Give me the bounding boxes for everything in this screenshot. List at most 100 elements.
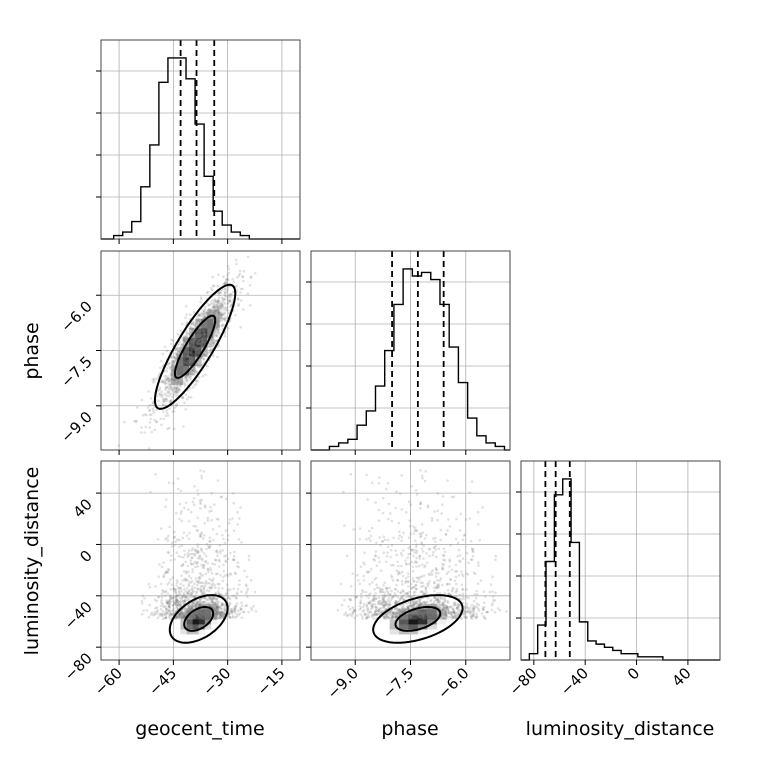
panel-geocent-time-luminosity-distance-point	[198, 554, 202, 558]
panel-geocent-time-luminosity-distance-point	[189, 581, 192, 584]
panel-geocent-time-phase-point	[160, 423, 163, 427]
panel-geocent-time-phase-point	[194, 335, 197, 339]
panel-geocent-time-luminosity-distance-point	[174, 595, 177, 598]
panel-phase-luminosity-distance-point	[415, 565, 418, 568]
panel-geocent-time-luminosity-distance-point	[192, 604, 196, 608]
panel-phase-luminosity-distance-point	[443, 597, 447, 600]
panel-phase-luminosity-distance-point	[371, 599, 374, 602]
panel-geocent-time-luminosity-distance-point	[215, 605, 218, 608]
panel-phase-luminosity-distance-point	[448, 615, 452, 619]
panel-phase-luminosity-distance-point	[381, 601, 384, 604]
panel-geocent-time-phase-point	[181, 356, 184, 359]
panel-phase-luminosity-distance-point	[456, 613, 460, 617]
panel-geocent-time-luminosity-distance-point	[186, 552, 190, 555]
panel-phase-luminosity-distance-point	[382, 616, 386, 620]
panel-geocent-time-luminosity-distance-point	[217, 611, 221, 615]
panel-geocent-time-phase-point	[188, 387, 192, 390]
panel-phase-luminosity-distance-point	[465, 551, 469, 555]
panel-geocent-time-phase-point	[217, 299, 220, 303]
panel-geocent-time-phase-point	[173, 356, 177, 360]
panel-geocent-time-luminosity-distance-point	[228, 615, 231, 619]
panel-phase-luminosity-distance-point	[441, 613, 445, 616]
panel-phase-luminosity-distance-point	[399, 596, 403, 599]
panel-phase-luminosity-distance-point	[411, 548, 415, 552]
panel-phase-luminosity-distance-point	[383, 615, 386, 618]
panel-geocent-time-luminosity-distance-point	[191, 615, 195, 619]
panel-geocent-time-luminosity-distance-point	[199, 597, 202, 601]
panel-geocent-time-phase-point	[117, 444, 121, 447]
panel-geocent-time-phase-point	[209, 329, 212, 333]
panel-phase-luminosity-distance-point	[372, 613, 375, 616]
panel-phase-luminosity-distance-point	[355, 614, 359, 617]
panel-phase-luminosity-distance-point	[374, 501, 377, 504]
panel-geocent-time-luminosity-distance-point	[193, 595, 196, 599]
panel-geocent-time-luminosity-distance-point	[199, 616, 202, 619]
panel-phase-luminosity-distance-point	[454, 614, 457, 618]
panel-phase-luminosity-distance-point	[381, 588, 384, 591]
panel-geocent-time-luminosity-distance-point	[179, 600, 182, 604]
panel-geocent-time-luminosity-distance-point	[204, 608, 207, 611]
panel-geocent-time-phase-point	[190, 361, 193, 365]
panel-geocent-time-phase-point	[229, 292, 233, 296]
panel-phase-luminosity-distance-point	[445, 606, 448, 610]
panel-phase-luminosity-distance-point	[420, 612, 423, 616]
panel-phase-luminosity-distance-point	[405, 617, 409, 620]
panel-geocent-time-phase-point	[181, 364, 185, 367]
panel-geocent-time-luminosity-distance-point	[203, 610, 206, 614]
panel-geocent-time-luminosity-distance-point	[225, 497, 228, 501]
panel-geocent-time-luminosity-distance-point	[232, 587, 236, 591]
panel-geocent-time-phase-point	[172, 360, 176, 363]
panel-phase-luminosity-distance-point	[425, 610, 429, 614]
panel-phase-luminosity-distance-point	[394, 613, 398, 616]
panel-geocent-time-phase-point	[205, 314, 209, 317]
panel-phase-luminosity-distance-point	[443, 591, 447, 595]
panel-geocent-time-phase-point	[227, 271, 230, 275]
panel-phase-luminosity-distance-point	[365, 616, 368, 620]
panel-geocent-time-phase-point	[185, 331, 189, 335]
panel-phase-luminosity-distance-point	[352, 610, 356, 613]
panel-geocent-time-luminosity-distance-point	[199, 609, 203, 613]
panel-geocent-time-phase-point	[206, 320, 209, 324]
panel-geocent-time-luminosity-distance-point	[160, 527, 163, 530]
panel-geocent-time-luminosity-distance-point	[175, 603, 178, 607]
panel-geocent-time-phase-point	[170, 356, 173, 359]
panel-phase-luminosity-distance-point	[401, 608, 404, 611]
panel-geocent-time-luminosity-distance-point	[188, 604, 191, 607]
panel-phase-luminosity-distance-point	[434, 596, 437, 599]
panel-geocent-time-luminosity-distance-point	[180, 612, 184, 616]
panel-geocent-time-luminosity-distance-point	[155, 612, 158, 615]
panel-geocent-time-phase-point	[171, 410, 174, 413]
panel-geocent-time-phase-point	[202, 309, 206, 313]
panel-geocent-time-phase-point	[239, 291, 242, 294]
panel-geocent-time-luminosity-distance-point	[177, 613, 180, 617]
panel-geocent-time-phase-point	[174, 357, 178, 361]
panel-geocent-time-luminosity-distance-point	[184, 596, 188, 599]
panel-geocent-time-luminosity-distance-point	[168, 597, 172, 601]
panel-phase-luminosity-distance-point	[384, 607, 388, 611]
panel-geocent-time-phase-point	[208, 348, 212, 352]
density-layer	[164, 299, 447, 635]
panel-geocent-time-phase-point	[188, 358, 191, 362]
panel-phase-luminosity-distance-point	[415, 529, 419, 532]
panel-geocent-time-luminosity-distance-point	[181, 599, 185, 603]
panel-phase-luminosity-distance-point	[476, 510, 480, 514]
panel-geocent-time-phase-point	[174, 389, 178, 393]
panel-geocent-time-luminosity-distance-point	[198, 557, 202, 560]
panel-phase-luminosity-distance-point	[385, 614, 388, 617]
panel-geocent-time-phase-point	[184, 347, 188, 351]
panel-geocent-time-luminosity-distance-point	[168, 601, 171, 604]
panel-geocent-time-phase-point	[202, 331, 205, 334]
panel-phase-luminosity-distance-point	[364, 613, 368, 616]
panel-geocent-time-luminosity-distance-point	[216, 605, 219, 609]
panel-phase-luminosity-distance-point	[352, 608, 356, 612]
panel-geocent-time-luminosity-distance-point	[202, 581, 206, 585]
panel-geocent-time-luminosity-distance-point	[164, 606, 168, 609]
panel-phase-luminosity-distance-point	[413, 614, 417, 618]
panel-phase-luminosity-distance-point	[410, 600, 414, 603]
panel-phase-luminosity-distance-point	[365, 594, 368, 598]
panel-phase-luminosity-distance-point	[401, 583, 404, 586]
panel-geocent-time-phase-point	[188, 344, 192, 348]
panel-geocent-time-luminosity-distance-point	[177, 603, 180, 606]
panel-geocent-time-luminosity-distance-point	[204, 610, 207, 614]
panel-phase-luminosity-distance-point	[409, 532, 413, 535]
